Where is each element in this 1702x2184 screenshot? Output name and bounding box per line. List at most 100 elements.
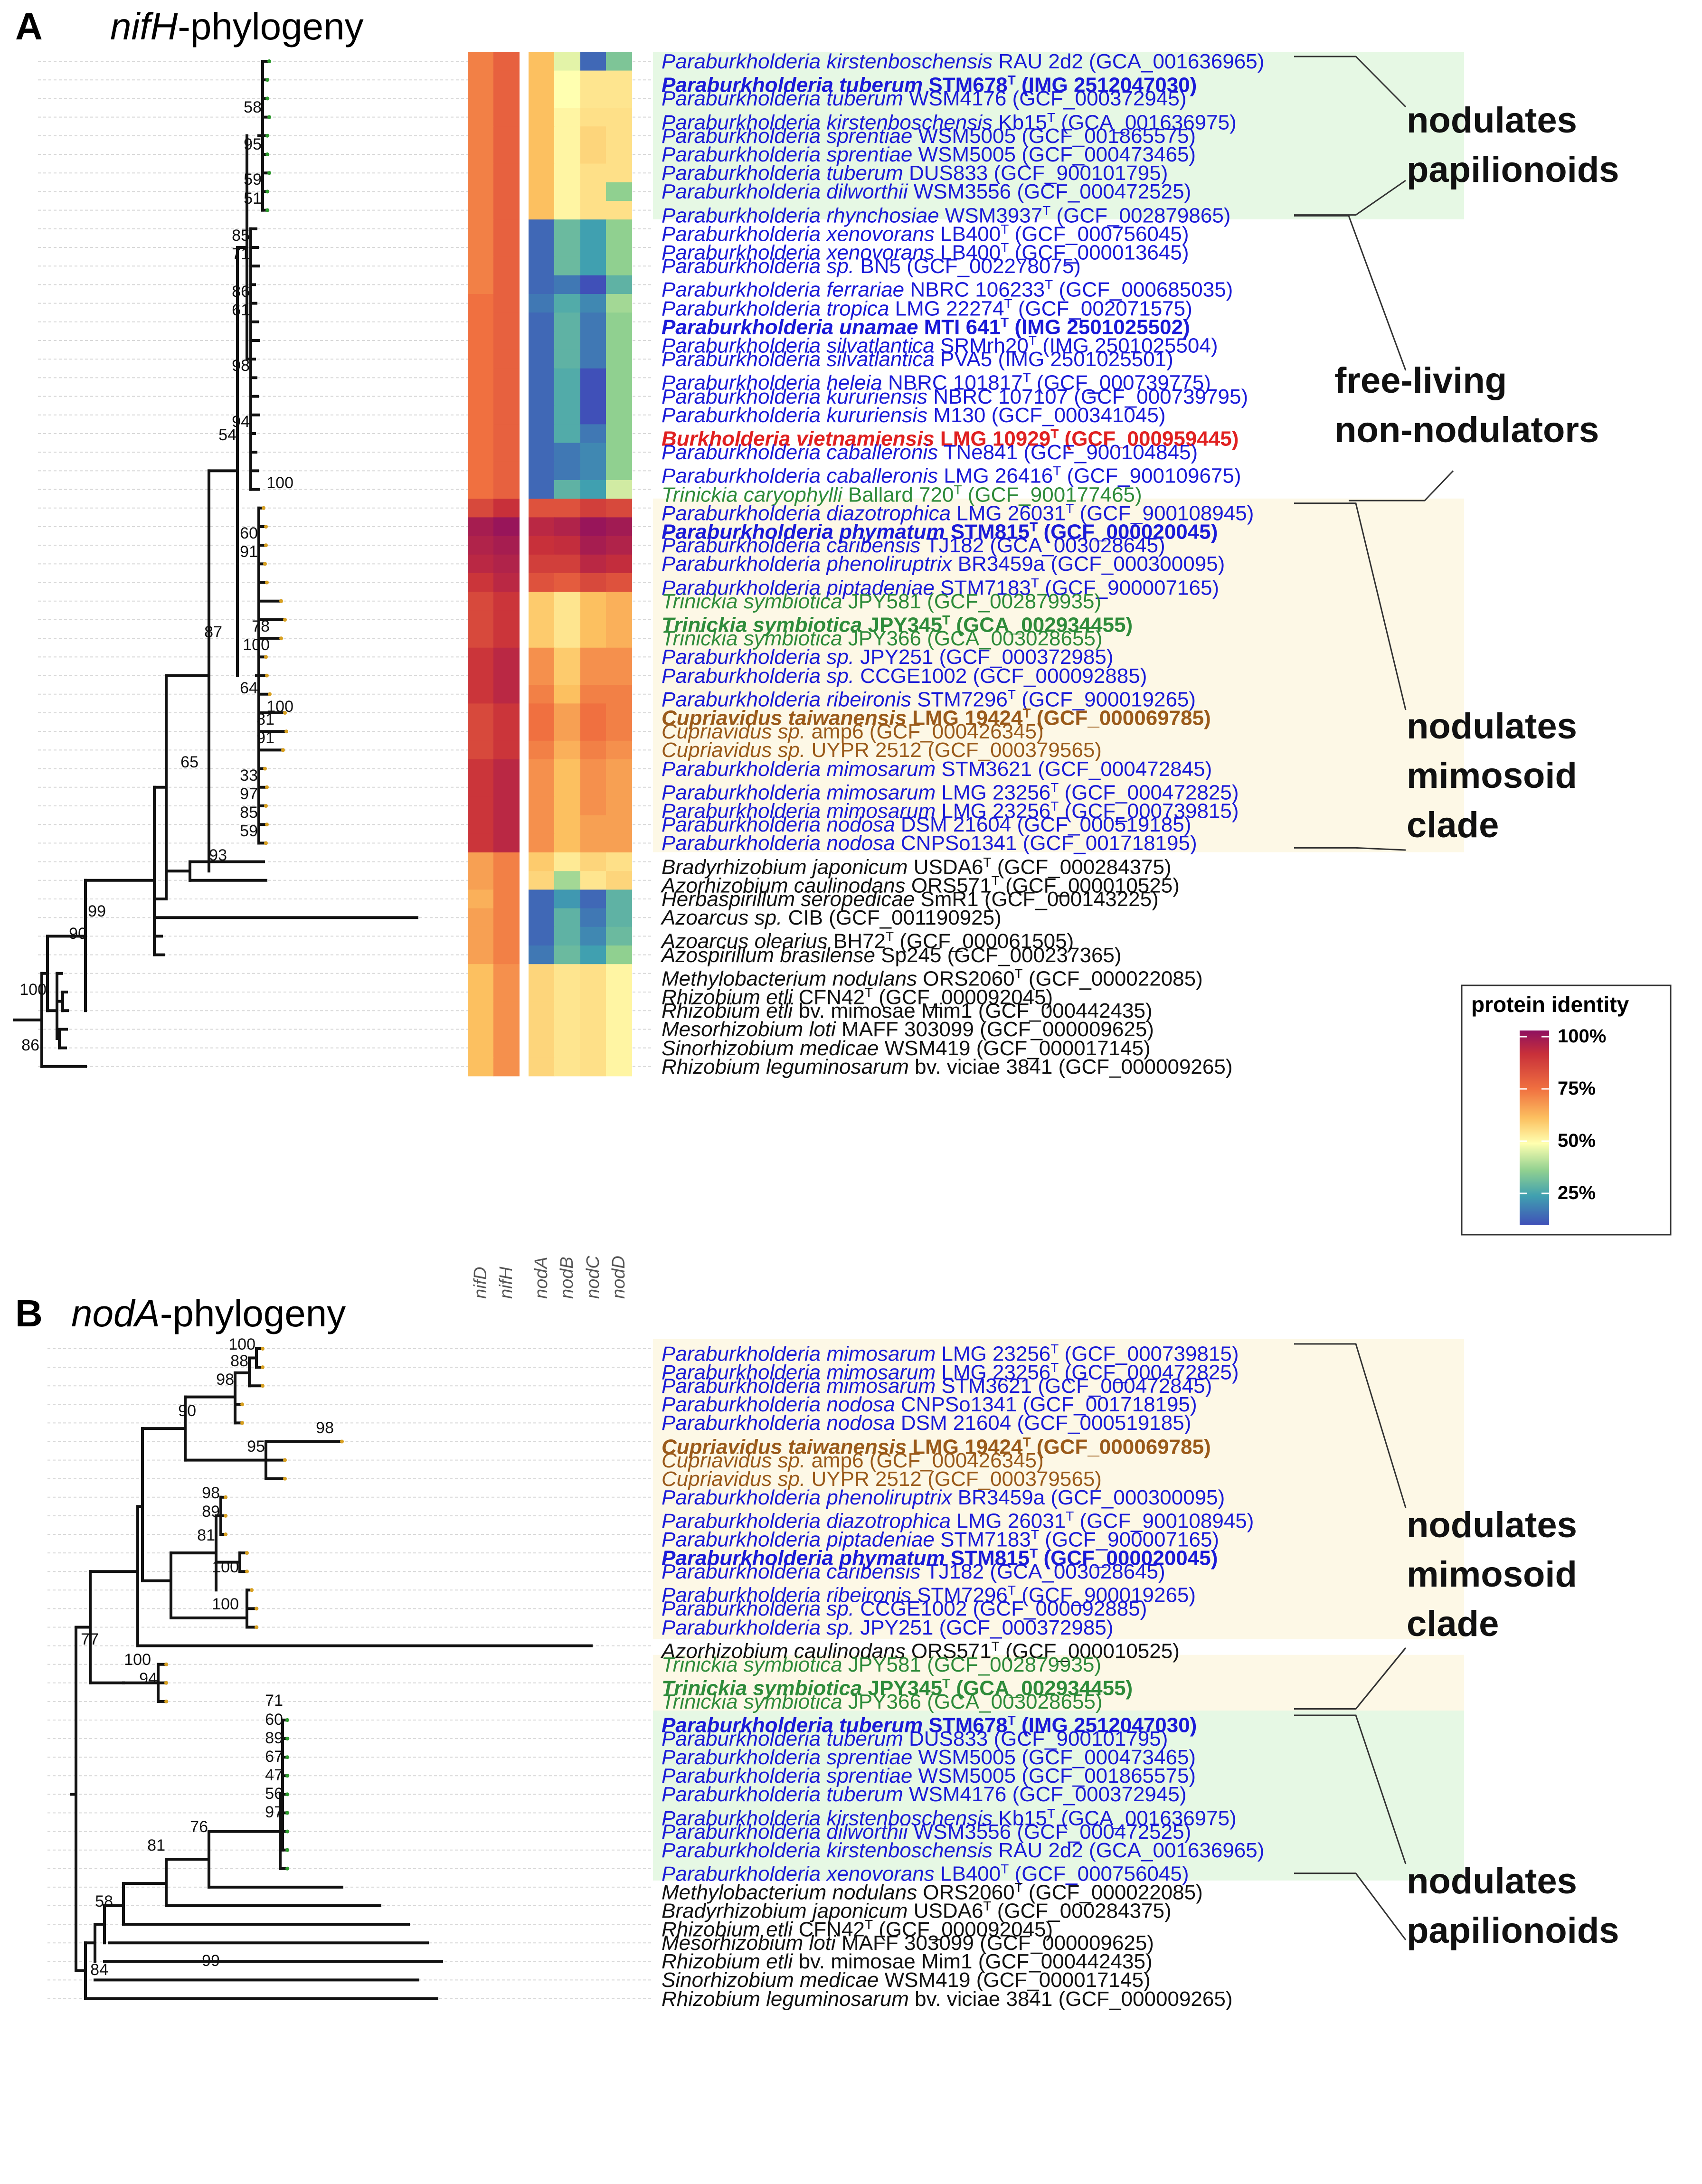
heatmap-cell: [529, 89, 555, 108]
heatmap-cell: [606, 517, 632, 537]
heatmap-column-nodB: nodB: [557, 1257, 577, 1299]
heatmap-cell: [468, 350, 494, 369]
tip-label: Rhizobium etli CFN42T (GCF_000092045): [662, 1913, 1053, 1941]
tip-accession: (GCA_001636965): [1083, 50, 1265, 73]
tip-accession: (GCF_900177465): [962, 483, 1142, 507]
bootstrap-value: 100: [212, 1595, 239, 1614]
tip-point: [164, 1681, 168, 1685]
tip-species: Paraburkholderia sp.: [662, 1616, 855, 1639]
tip-type-strain-mark: T: [1007, 1583, 1016, 1598]
tip-strain: CNPSo1341: [895, 1393, 1017, 1417]
bracket-line: [1294, 1714, 1407, 1864]
tip-accession: (GCF_900109675): [1061, 464, 1241, 488]
heatmap-cell: [606, 52, 632, 71]
tip-strain: NBRC 101817: [882, 371, 1023, 395]
heatmap-cell: [554, 517, 580, 537]
tip-strain: amp6: [805, 720, 864, 744]
heatmap-cell: [493, 256, 520, 276]
tip-label: Trinickia symbiotica JPY581 (GCF_0028799…: [662, 1653, 1101, 1676]
heatmap-cell: [468, 461, 494, 481]
tip-strain: STM678: [923, 1713, 1008, 1737]
bootstrap-value: 90: [69, 925, 87, 943]
tip-label: Paraburkholderia sp. CCGE1002 (GCF_00009…: [662, 1597, 1147, 1620]
heatmap-cell: [554, 368, 580, 388]
bootstrap-value: 95: [247, 1437, 265, 1456]
tip-accession: (GCF_000472845): [1032, 757, 1212, 781]
tip-accession: (GCF_900108945): [1074, 501, 1254, 525]
heatmap-cell: [554, 536, 580, 555]
group-a-free-living: free-living non-nodulators: [1334, 356, 1599, 455]
bootstrap-value: 59: [240, 822, 258, 841]
heatmap-cell: [529, 461, 555, 481]
tip-label: Trinickia symbiotica JPY366 (GCA_0030286…: [662, 1690, 1103, 1713]
tip-type-strain-mark: T: [1014, 966, 1023, 981]
heatmap-cell: [529, 238, 555, 257]
tip-label: Methylobacterium nodulans ORS2060T (GCF_…: [662, 1876, 1203, 1904]
heatmap-cell: [554, 499, 580, 518]
tip-point: [267, 59, 271, 63]
heatmap-cell: [580, 629, 606, 648]
tip-label: Paraburkholderia sprentiae WSM5005 (GCF_…: [662, 124, 1196, 148]
heatmap-cell: [580, 833, 606, 853]
heatmap-cell: [468, 238, 494, 257]
heatmap-cell: [606, 461, 632, 481]
heatmap-cell: [606, 70, 632, 90]
tip-label: Paraburkholderia phymatum STM815T (GCF_0…: [662, 1541, 1218, 1570]
heatmap-cell: [468, 275, 494, 294]
heatmap-cell: [580, 126, 606, 146]
tip-accession: (GCF_000143225): [978, 888, 1159, 911]
bg-papilionoids: [653, 52, 1464, 219]
heatmap-cell: [606, 889, 632, 909]
heatmap-cell: [493, 238, 520, 257]
heatmap-cell: [554, 778, 580, 797]
bg-papilionoids: [653, 1711, 1464, 1881]
heatmap-cell: [606, 331, 632, 350]
heatmap-cell: [468, 908, 494, 927]
tip-accession: (GCF_000009625): [974, 1018, 1154, 1041]
heatmap-cell: [606, 1039, 632, 1058]
tip-species: Paraburkholderia mimosarum: [662, 781, 936, 804]
heatmap-cell: [529, 406, 555, 425]
heatmap-cell: [606, 368, 632, 388]
tip-point: [164, 1662, 168, 1666]
heatmap-cell: [529, 145, 555, 164]
tip-species: Paraburkholderia nodosa: [662, 832, 895, 855]
heatmap-cell: [468, 517, 494, 537]
tip-accession: (GCF_900007165): [1039, 576, 1220, 600]
tip-point: [224, 1513, 227, 1518]
heatmap-cell: [529, 424, 555, 444]
tip-strain: M130: [927, 403, 986, 427]
legend-tick-100: 100%: [1558, 1026, 1607, 1047]
tip-strain: JPY581: [842, 589, 921, 613]
group-label-line2: papilionoids: [1407, 150, 1619, 190]
heatmap-cell: [554, 126, 580, 146]
heatmap-cell: [529, 983, 555, 1002]
heatmap-cell: [468, 983, 494, 1002]
tip-accession: (GCF_000739775): [1031, 371, 1211, 395]
heatmap-cell: [554, 238, 580, 257]
tip-species: Burkholderia vietnamiensis: [662, 427, 935, 451]
tip-species: Paraburkholderia piptadeniae: [662, 576, 935, 600]
bootstrap-value: 100: [228, 1335, 255, 1353]
tip-strain: LMG 23256: [936, 799, 1051, 823]
heatmap-cell: [493, 536, 520, 555]
tip-strain: BH72: [827, 930, 886, 954]
tip-type-strain-mark: T: [1050, 780, 1059, 795]
heatmap-cell: [606, 108, 632, 127]
heatmap-cell: [554, 1020, 580, 1039]
heatmap-cell: [554, 201, 580, 220]
heatmap-cell: [493, 871, 520, 890]
tip-label: Paraburkholderia mimosarum STM3621 (GCF_…: [662, 757, 1212, 781]
group-label-line1: nodulates: [1407, 1505, 1577, 1545]
panel-b-title-rest: -phylogeny: [160, 1292, 346, 1334]
tip-strain: JPY345: [862, 1676, 943, 1700]
tip-strain: ORS571: [905, 874, 992, 898]
legend-colorbar: [1520, 1031, 1549, 1225]
tip-strain: STM7296: [911, 1583, 1008, 1607]
tip-strain: STM815: [945, 520, 1030, 544]
heatmap-cell: [554, 89, 580, 108]
tip-label: Rhizobium etli bv. mimosae Mim1 (GCF_000…: [662, 1950, 1153, 1973]
tip-strain: CIB: [782, 906, 823, 930]
tip-point: [224, 1532, 227, 1536]
tip-strain: LB400: [934, 222, 1001, 246]
